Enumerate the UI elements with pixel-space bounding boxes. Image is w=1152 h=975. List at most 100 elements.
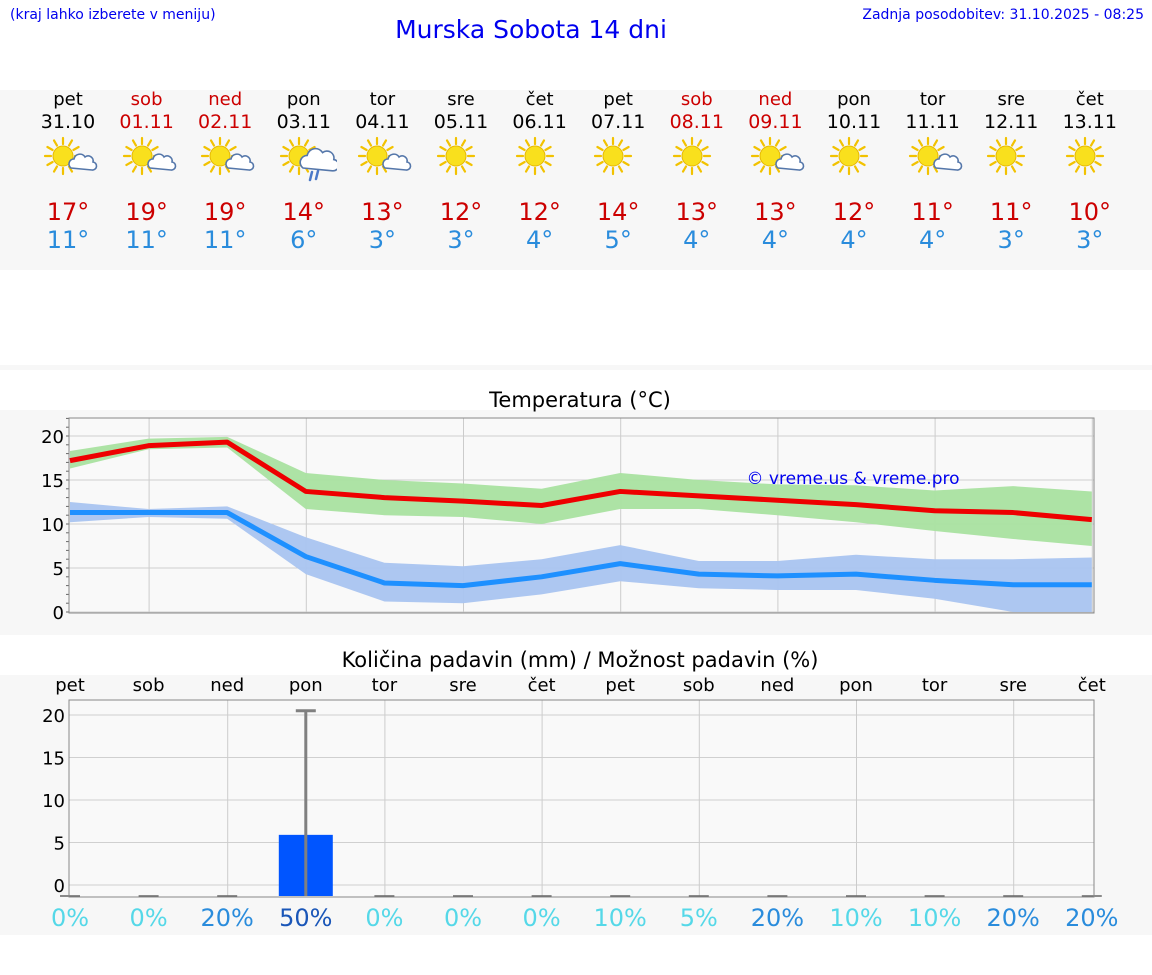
max-temperature: 19° xyxy=(125,198,168,226)
day-header: sre 12.11 xyxy=(966,89,1056,133)
sun-shape xyxy=(1065,136,1104,176)
precipitation-y-tick-label: 5 xyxy=(54,834,65,855)
min-temperature: 3° xyxy=(997,226,1025,254)
sun-cloud-icon xyxy=(355,136,415,188)
day-header: ned 09.11 xyxy=(730,89,820,133)
temperature-y-tick-label: 10 xyxy=(41,515,64,536)
sun-cloud-icon xyxy=(906,136,966,188)
day-date: 12.11 xyxy=(983,111,1039,133)
sun-shape xyxy=(829,136,869,176)
day-name: pet xyxy=(603,89,633,110)
precipitation-day-label: sob xyxy=(682,675,715,696)
day-header: čet 06.11 xyxy=(495,89,585,133)
sun-icon xyxy=(513,136,573,188)
last-updated: Zadnja posodobitev: 31.10.2025 - 08:25 xyxy=(862,7,1144,23)
day-header: sob 01.11 xyxy=(102,89,192,133)
sun-cloud-icon xyxy=(120,136,180,188)
day-date: 03.11 xyxy=(276,111,331,133)
sun-shape xyxy=(987,136,1026,176)
cloud-shape xyxy=(68,153,98,171)
precipitation-y-tick-label: 15 xyxy=(42,749,65,770)
temperature-plot-border xyxy=(68,417,1095,614)
sun-cloud-icon xyxy=(748,136,808,188)
day-name: tor xyxy=(369,89,396,110)
day-header: pet 31.10 xyxy=(23,89,113,133)
sun-cloud-rain-icon xyxy=(277,136,340,188)
temperature-y-tick-label: 0 xyxy=(53,603,64,624)
min-temperature: 4° xyxy=(761,226,790,254)
precipitation-probability: 10% xyxy=(907,904,962,932)
day-header: sob 08.11 xyxy=(652,89,742,133)
day-name: čet xyxy=(1075,89,1104,110)
precipitation-day-label: pon xyxy=(288,675,323,696)
max-temperature: 13° xyxy=(754,198,797,226)
max-temperature: 12° xyxy=(832,198,876,226)
max-temperature: 17° xyxy=(46,198,90,226)
precipitation-day-label: pet xyxy=(55,675,85,696)
precipitation-probability: 20% xyxy=(750,904,805,932)
min-temperature: 4° xyxy=(840,226,868,254)
max-temperature: 14° xyxy=(282,198,326,226)
sun-icon xyxy=(1063,136,1123,188)
sun-cloud-icon xyxy=(41,136,101,188)
day-date: 02.11 xyxy=(197,111,253,133)
precipitation-day-label: pon xyxy=(839,675,873,696)
sun-shape xyxy=(515,136,554,176)
precipitation-chart: 0 5 10 15 20 xyxy=(42,699,1102,898)
precipitation-day-label: sre xyxy=(449,675,477,696)
max-temperature: 11° xyxy=(989,198,1033,226)
precipitation-y-tick-label: 20 xyxy=(42,706,65,727)
day-header: pon 10.11 xyxy=(809,89,899,133)
sun-icon xyxy=(670,136,730,188)
temperature-y-tick-label: 5 xyxy=(53,559,64,580)
max-temperature: 13° xyxy=(361,198,404,226)
day-date: 31.10 xyxy=(40,111,96,133)
min-temperature: 11° xyxy=(125,226,168,254)
precipitation-day-label: ned xyxy=(760,675,795,696)
precipitation-y-tick-label: 0 xyxy=(54,876,65,897)
precipitation-chart-title: Količina padavin (mm) / Možnost padavin … xyxy=(341,648,819,672)
day-name: sob xyxy=(130,89,163,110)
day-name: ned xyxy=(758,89,793,110)
min-range-band xyxy=(70,502,1092,612)
day-date: 01.11 xyxy=(119,111,174,133)
min-temperature: 5° xyxy=(604,226,632,254)
cloud-shape xyxy=(382,153,412,171)
day-name: čet xyxy=(525,89,554,110)
min-temperature-line xyxy=(70,510,1092,589)
day-name: tor xyxy=(919,89,946,110)
min-temperature: 3° xyxy=(447,226,475,254)
min-temperature: 6° xyxy=(290,226,318,254)
max-temperature: 13° xyxy=(675,198,719,226)
temperature-y-tick-label: 20 xyxy=(41,427,64,448)
max-temperature-line xyxy=(69,439,1093,523)
max-temperature: 12° xyxy=(439,198,483,226)
temperature-chart: 0 5 10 15 20 © vreme.us & vreme.pro xyxy=(41,417,1095,624)
temperature-y-tick-label: 15 xyxy=(41,471,64,492)
precipitation-probability: 0% xyxy=(443,904,483,932)
day-date: 07.11 xyxy=(590,111,646,133)
sun-shape xyxy=(436,136,476,176)
day-date: 05.11 xyxy=(433,111,489,133)
min-temperature: 3° xyxy=(1076,226,1104,254)
day-header: tor 04.11 xyxy=(337,89,427,133)
location-hint[interactable]: (kraj lahko izberete v meniju) xyxy=(10,7,216,23)
cloud-shape xyxy=(146,153,176,171)
day-name: pet xyxy=(53,89,83,110)
precipitation-y-tick-label: 10 xyxy=(42,791,65,812)
precipitation-day-label: pet xyxy=(605,675,635,696)
precipitation-probability: 0% xyxy=(522,904,561,932)
min-temperature: 3° xyxy=(368,226,397,254)
precipitation-probability: 20% xyxy=(1065,904,1119,932)
sun-cloud-icon xyxy=(198,136,258,188)
precipitation-day-label: čet xyxy=(1077,675,1106,696)
precipitation-probability: 5% xyxy=(679,904,718,932)
max-range-band xyxy=(70,436,1092,546)
rain-shape xyxy=(308,169,320,182)
sun-icon xyxy=(591,136,651,188)
min-temperature: 4° xyxy=(525,226,554,254)
day-header: pon 03.11 xyxy=(259,89,349,133)
temperature-chart-title: Temperatura (°C) xyxy=(489,388,671,412)
precipitation-probability: 20% xyxy=(200,904,254,932)
day-name: pon xyxy=(286,89,321,110)
